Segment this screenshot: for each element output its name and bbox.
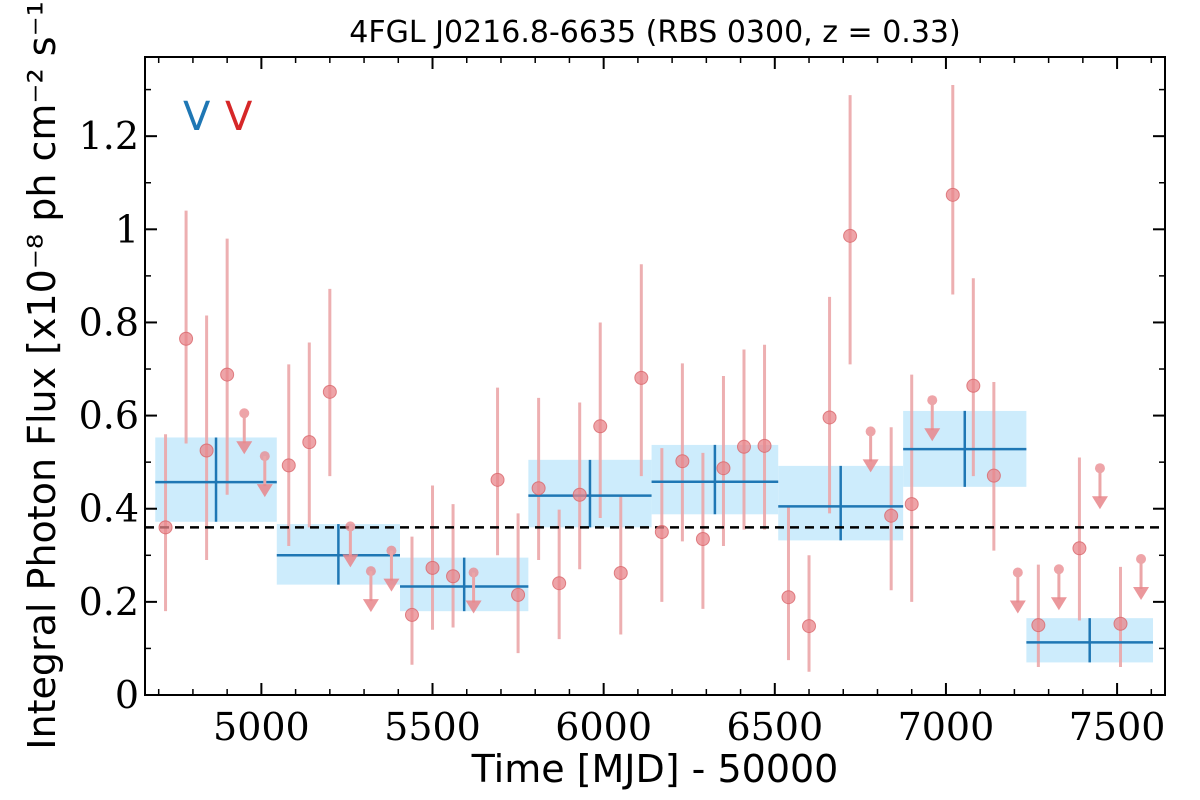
upper-limit-arrow: [1009, 600, 1026, 614]
short-bin-point: [654, 525, 669, 540]
axis-ticks: [145, 57, 1165, 696]
y-tick-label: 0.4: [79, 487, 139, 531]
short-bin-point: [199, 443, 214, 458]
short-bin-point: [511, 587, 526, 602]
x-axis-title: Time [MJD] - 50000: [471, 747, 839, 791]
short-bin-point: [158, 520, 173, 535]
short-bin-point: [1031, 618, 1046, 633]
short-bin-point: [404, 607, 419, 622]
short-bin-point: [572, 487, 587, 502]
y-tick-label: 1.2: [79, 114, 139, 158]
short-bin-point: [552, 576, 567, 591]
x-tick-label: 7000: [898, 705, 995, 749]
upper-limit-arrow: [362, 599, 379, 613]
short-bin-point: [1072, 541, 1087, 556]
upper-limit-arrow: [256, 484, 273, 498]
short-bin-point: [986, 468, 1001, 483]
x-tick-labels: 5000 5500 6000 6500 7000 7500: [213, 705, 1165, 749]
upper-limit-arrow: [342, 554, 359, 568]
upper-limit-markers: [236, 395, 1150, 614]
plot-frame: [144, 56, 1166, 696]
short-bin-point: [531, 481, 546, 496]
y-tick-label: 0.2: [79, 580, 139, 624]
short-bin-point: [425, 560, 440, 575]
y-tick-label: 0.6: [79, 394, 139, 438]
short-bin-point: [736, 439, 751, 454]
short-bin-point: [884, 508, 899, 523]
y-tick-label: 0.8: [79, 300, 139, 344]
short-bin-point: [781, 590, 796, 605]
short-bin-point: [179, 331, 194, 346]
y-tick-label: 0: [115, 673, 139, 717]
short-bin-point: [802, 619, 817, 634]
y-axis-title: Integral Photon Flux [x10⁻⁸ ph cm⁻² s⁻¹]: [20, 0, 64, 750]
short-bin-point: [757, 438, 772, 453]
short-bin-point: [716, 461, 731, 476]
short-bin-point: [634, 370, 649, 385]
x-tick-label: 6500: [726, 705, 823, 749]
short-bin-point: [904, 497, 919, 512]
chart-title: 4FGL J0216.8-6635 (RBS 0300, z = 0.33): [349, 15, 960, 50]
upper-limit-arrow: [465, 600, 482, 614]
upper-limit-arrow: [236, 441, 253, 455]
variability-flag-short: V: [225, 94, 253, 140]
short-bin-point: [675, 454, 690, 469]
short-bin-point: [322, 384, 337, 399]
short-bin-point: [1113, 616, 1128, 631]
upper-limit-arrow: [924, 428, 941, 442]
short-bin-point: [843, 228, 858, 243]
x-tick-label: 7500: [1069, 705, 1166, 749]
short-bin-point: [613, 565, 628, 580]
upper-limit-arrow: [383, 578, 400, 592]
short-bin-point: [822, 410, 837, 425]
short-bin-point: [490, 472, 505, 487]
variability-flag-long: V: [183, 94, 211, 140]
short-bin-point: [593, 419, 608, 434]
short-bin-point: [966, 378, 981, 393]
upper-limit-arrow: [1133, 587, 1150, 601]
upper-limit-arrow: [862, 459, 879, 473]
x-tick-label: 6000: [555, 705, 652, 749]
y-tick-label: 1: [115, 207, 139, 251]
upper-limit-arrow: [1050, 597, 1067, 611]
short-bin-point: [302, 435, 317, 450]
x-tick-label: 5500: [384, 705, 481, 749]
y-tick-labels: 0 0.2 0.4 0.6 0.8 1 1.2: [79, 114, 139, 717]
upper-limit-arrow: [1091, 496, 1108, 510]
x-tick-label: 5000: [213, 705, 310, 749]
long-bin-markers: [155, 410, 1154, 663]
short-bin-point: [446, 569, 461, 584]
short-bin-point: [945, 187, 960, 202]
short-bin-point: [695, 531, 710, 546]
short-bin-point: [220, 367, 235, 382]
short-bin-points: [158, 187, 1128, 634]
short-bin-point: [281, 458, 296, 473]
